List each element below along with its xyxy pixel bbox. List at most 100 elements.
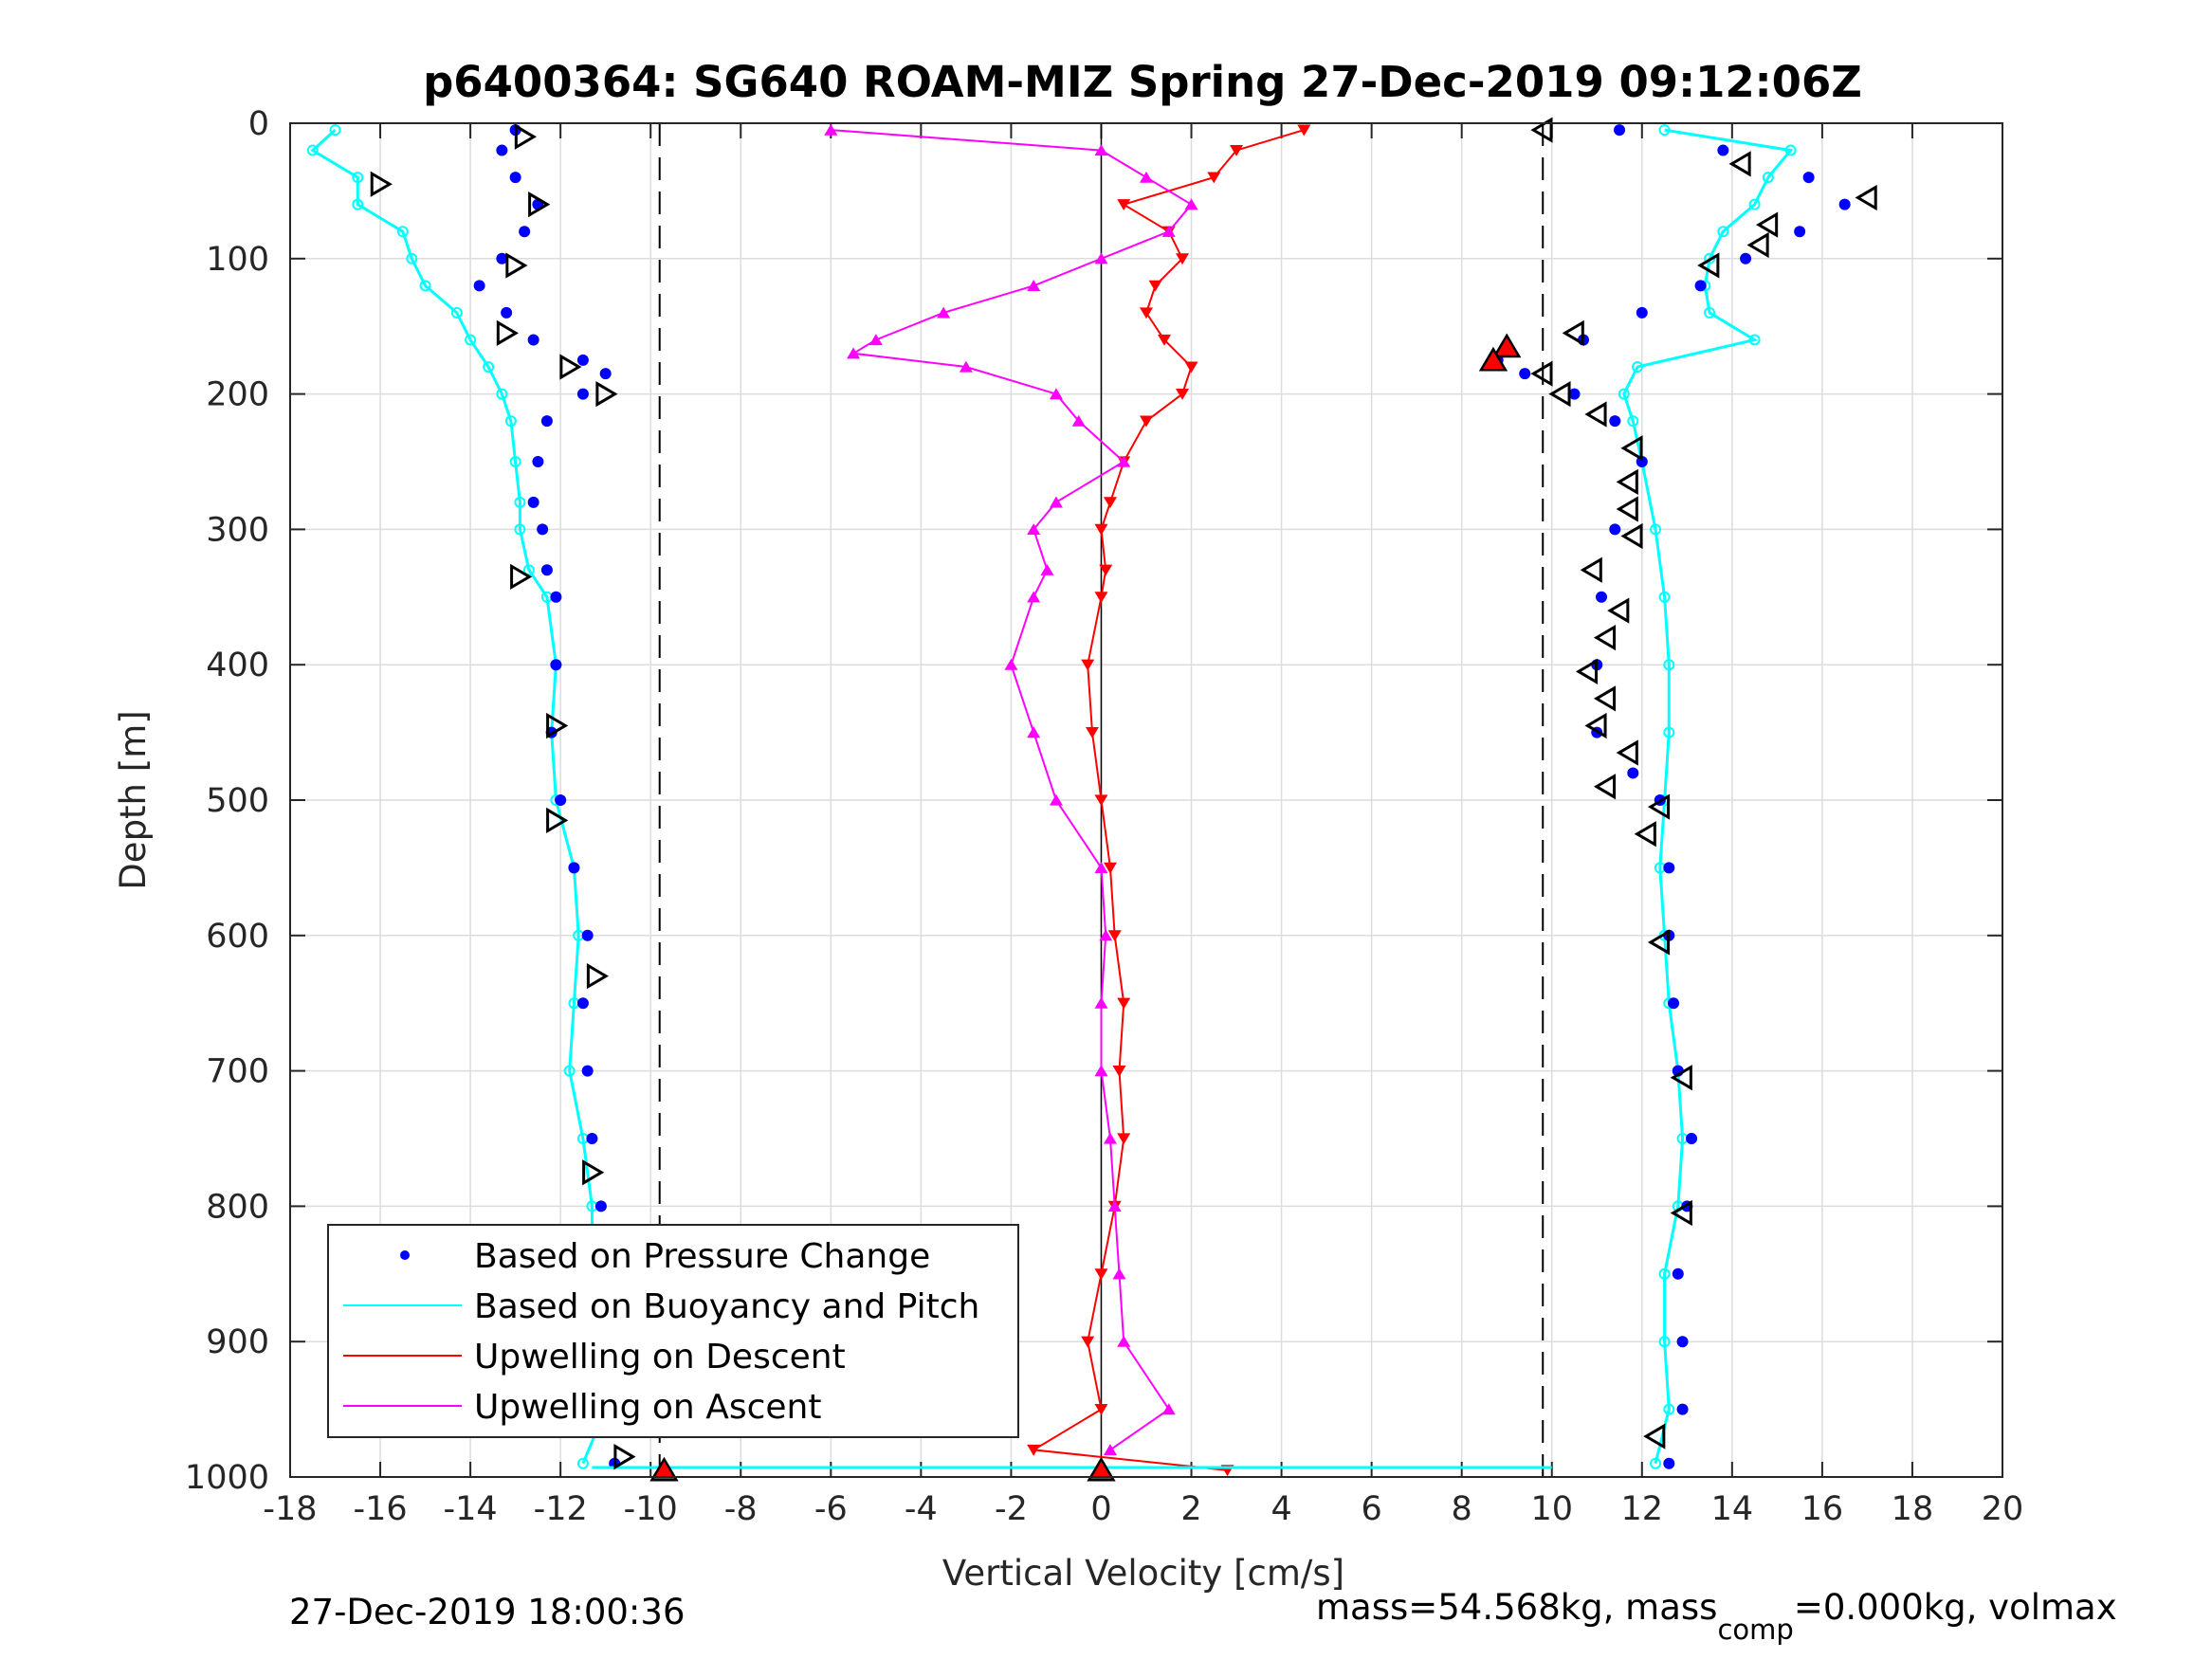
legend-swatch-pressure [400,1250,410,1260]
upwelling-ascent-point [1161,225,1176,237]
upwelling-ascent-point [1103,1132,1117,1144]
y-tick-label: 200 [206,376,269,414]
ascent-triangle-marker [1647,793,1671,820]
ascent-triangle-marker [1746,231,1769,259]
ascent-triangle-marker [1756,211,1779,238]
ascent-triangle-marker [1620,435,1643,462]
buoyancy-point [1663,1403,1675,1415]
x-tick-label: 6 [1361,1490,1381,1528]
upwelling-descent-point [1176,253,1190,265]
x-tick-label: 2 [1180,1490,1201,1528]
pressure-point [1636,306,1648,319]
pressure-point [1676,1403,1689,1415]
upwelling-ascent-point [1094,996,1108,1009]
upwelling-ascent-point [1027,726,1041,738]
pressure-point [581,929,594,941]
pressure-point [540,564,553,576]
pressure-point [1686,1133,1698,1144]
pressure-point [576,997,589,1010]
y-tick-label: 1000 [185,1459,269,1497]
upwelling-descent-point [1140,307,1153,319]
upwelling-descent-point [1117,1133,1131,1145]
ascent-triangle-marker [1548,380,1571,408]
buoyancy-point [514,496,526,508]
pressure-point [1694,280,1707,292]
buoyancy-point [1632,361,1644,374]
buoyancy-point [1663,659,1675,671]
buoyancy-point [306,144,319,156]
pressure-point [1717,144,1729,156]
upwelling-descent-point [1103,497,1117,509]
y-tick-label: 100 [206,241,269,279]
x-tick-label: -10 [624,1490,678,1528]
x-tick-label: 0 [1090,1490,1111,1528]
upwelling-ascent-point [1027,523,1041,535]
x-tick-label: -8 [724,1490,758,1528]
pressure-point [568,862,580,874]
upwelling-ascent-point [1117,1335,1131,1347]
upwelling-ascent-point [1107,1200,1122,1212]
upwelling-descent-point [1140,415,1153,428]
descent-triangle-marker [370,171,393,197]
ascent-triangle-marker [1647,929,1671,956]
pressure-point [1609,523,1621,536]
buoyancy-point [1784,144,1797,156]
ascent-triangle-marker [1643,1423,1666,1449]
descent-triangle-marker [613,1443,636,1470]
buoyancy-point [1748,334,1761,346]
pressure-point [550,659,562,671]
buoyancy-ascent-line [1622,128,1794,1465]
pressure-point [509,172,521,184]
y-axis-label: Depth [m] [113,710,154,889]
buoyancy-point [1658,591,1671,603]
x-axis-label: Vertical Velocity [cm/s] [942,1553,1344,1594]
upwelling-descent-point [1027,1444,1041,1456]
buoyancy-point [514,523,526,536]
buoyancy-point [1627,415,1639,428]
x-tick-label: 10 [1530,1490,1573,1528]
pressure-point [1676,1336,1689,1348]
upwelling-ascent-point [937,306,951,319]
upwelling-ascent-point [1161,1403,1176,1415]
x-tick-labels: -18 -16 -14 -12 -10 -8 -6 -4 -2 0 2 4 6 8 10 12 14 16 18 20 [263,1490,2023,1528]
descent-triangle-marker [582,1159,605,1186]
x-tick-label: 16 [1801,1490,1844,1528]
y-tick-label: 800 [206,1188,269,1226]
pressure-point [586,1133,598,1144]
footer-mass-info: mass=54.568kg, masscomp=0.000kg, volmax [1316,1587,2117,1646]
buoyancy-point [1618,388,1630,400]
pressure-point [519,226,531,238]
buoyancy-point [509,456,521,467]
pressure-point [532,456,544,467]
upwelling-ascent-point [1094,144,1108,156]
buoyancy-point [1704,306,1716,319]
pressure-point [599,368,612,380]
x-tick-label: 18 [1892,1490,1934,1528]
upwelling-ascent-point [1117,455,1131,467]
ascent-triangle-marker [1616,496,1638,522]
footer-mass-rest: =0.000kg, volmax [1794,1587,2117,1628]
buoyancy-point [419,280,431,292]
pressure-point [537,523,549,536]
ascent-triangle-marker [1575,658,1599,684]
upwelling-descent-point [1103,862,1117,874]
descent-triangle-marker [528,191,551,218]
ascent-triangle-marker [1562,319,1584,346]
ascent-triangle-marker [1607,597,1630,624]
upwelling-descent-point [1094,523,1108,536]
x-tick-label: -6 [814,1490,848,1528]
buoyancy-point [450,306,463,319]
upwelling-ascent-point [1049,496,1063,508]
descent-triangle-marker [505,252,528,279]
upwelling-descent-point [1107,930,1122,942]
pressure-point [527,334,539,346]
descent-triangle-marker [546,807,569,834]
pressure-point [1838,198,1851,210]
upwelling-ascent-point [1099,929,1113,941]
y-tick-labels: 0 100 200 300 400 500 600 700 800 900 1000 [185,105,269,1497]
buoyancy-point [406,252,418,264]
upwelling-descent-point [1112,1066,1126,1077]
buoyancy-point [1658,1267,1671,1280]
upwelling-ascent-point [1103,1444,1117,1456]
x-tick-label: 8 [1452,1490,1472,1528]
